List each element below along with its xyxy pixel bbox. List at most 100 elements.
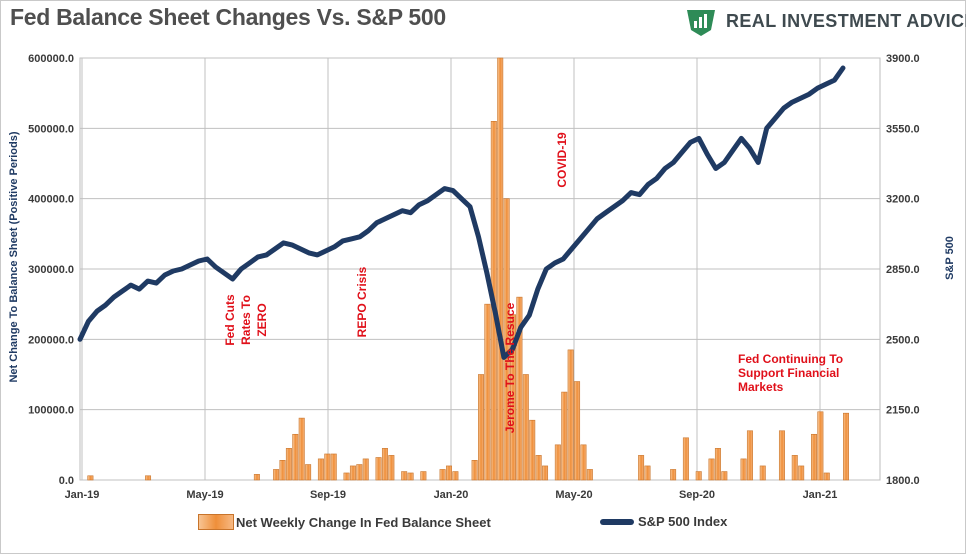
x-tick-label: May-20 (555, 489, 592, 501)
bar (823, 472, 830, 481)
brand-name: REAL INVESTMENT ADVICE (726, 11, 966, 31)
bar (721, 471, 728, 481)
bar (420, 471, 427, 481)
bar (778, 430, 785, 481)
bar (798, 465, 805, 481)
bar (484, 303, 491, 481)
bar (503, 198, 510, 481)
left-tick-label: 0.0 (59, 475, 74, 487)
bar (529, 419, 536, 481)
sp500-line (77, 65, 846, 360)
brand-logo-icon (687, 10, 715, 36)
annotation-jerome: Jerome To The Resuce (503, 302, 517, 433)
bar (522, 374, 529, 481)
bar (817, 411, 824, 481)
legend-line-label: S&P 500 Index (638, 514, 728, 529)
bar (746, 430, 753, 481)
x-tick-label: Sep-19 (310, 489, 346, 501)
chart-svg: 0.0 100000.0 200000.0 300000.0 400000.0 50000… (8, 53, 956, 501)
bar (554, 444, 561, 481)
chart-title: Fed Balance Sheet Changes Vs. S&P 500 (10, 4, 446, 30)
bar (810, 433, 817, 481)
right-tick-label: 3550.0 (886, 123, 920, 135)
bar (343, 472, 350, 481)
left-tick-label: 200000.0 (28, 334, 74, 346)
bar (407, 472, 414, 481)
bar (362, 458, 369, 481)
bar (791, 455, 798, 481)
bar (279, 460, 286, 481)
x-tick-label: Sep-20 (679, 489, 715, 501)
left-tick-label: 500000.0 (28, 123, 74, 135)
legend-line-swatch (600, 518, 634, 525)
bar (638, 455, 645, 481)
right-tick-label: 1800.0 (886, 475, 920, 487)
legend-bars-label: Net Weekly Change In Fed Balance Sheet (236, 514, 491, 530)
bar (516, 296, 523, 481)
bar (375, 457, 382, 481)
bar (670, 469, 677, 481)
bar (714, 448, 721, 481)
annotation-fed-cuts: Rates To (239, 295, 253, 345)
annotation-covid: COVID-19 (555, 132, 569, 188)
annotations: Fed Cuts Rates To ZERO REPO Crisis Jerome To… (223, 132, 843, 433)
bar (285, 448, 292, 481)
right-axis-label: S&P 500 (944, 236, 956, 280)
left-tick-label: 400000.0 (28, 194, 74, 206)
bar (446, 465, 452, 481)
left-tick-label: 300000.0 (28, 264, 74, 276)
bar (349, 465, 356, 481)
bar (682, 437, 689, 481)
bar (759, 465, 766, 481)
bar (708, 458, 715, 481)
bar (478, 374, 484, 481)
left-tick-label: 100000.0 (28, 405, 74, 417)
bar (292, 433, 299, 481)
left-tick-label: 600000.0 (28, 53, 74, 65)
line-series (77, 65, 846, 360)
bar (497, 57, 504, 481)
bar (843, 412, 849, 481)
x-axis-ticks: Jan-19 May-19 Sep-19 Jan-20 May-20 Sep-20 Jan-… (65, 489, 838, 501)
legend-bar-swatch (198, 514, 234, 530)
legend-item-line: S&P 500 Index (600, 514, 727, 529)
bar (644, 465, 651, 481)
right-tick-label: 2150.0 (886, 405, 920, 417)
bar (542, 465, 549, 481)
annotation-repo-crisis: REPO Crisis (355, 266, 369, 337)
annotation-fed-cuts: ZERO (255, 303, 269, 336)
bar (471, 460, 478, 481)
bar (510, 314, 517, 481)
bar (535, 455, 542, 481)
bar (388, 455, 395, 481)
right-axis-ticks: 1800.0 2150.0 2500.0 2850.0 3200.0 3550.0 3900… (886, 53, 920, 487)
bar (561, 391, 568, 481)
bar (439, 469, 446, 481)
bar (356, 464, 363, 481)
left-axis-label: Net Change To Balance Sheet (Positive Pe… (8, 131, 20, 382)
x-tick-label: May-19 (186, 489, 223, 501)
bar (253, 474, 260, 481)
bar (305, 464, 312, 481)
x-tick-label: Jan-20 (434, 489, 469, 501)
bar (695, 471, 702, 481)
bar (298, 417, 305, 481)
bar (381, 448, 388, 481)
bar (330, 453, 337, 481)
bar (324, 453, 331, 481)
bar (452, 471, 459, 481)
bar (273, 469, 280, 481)
x-tick-label: Jan-21 (803, 489, 838, 501)
bar (317, 458, 324, 481)
bar (574, 381, 581, 481)
annotation-fed-cuts: Fed Cuts (223, 294, 237, 346)
annotation-fed-continuing: Fed Continuing To Support Financial Market… (738, 352, 843, 394)
bar (87, 475, 94, 481)
bar (740, 458, 747, 481)
legend-item-bars: Net Weekly Change In Fed Balance Sheet (198, 514, 491, 530)
x-tick-label: Jan-19 (65, 489, 100, 501)
bar (145, 475, 152, 481)
bar (580, 444, 587, 481)
left-axis-ticks: 0.0 100000.0 200000.0 300000.0 400000.0 50000… (28, 53, 74, 487)
right-tick-label: 3900.0 (886, 53, 920, 65)
